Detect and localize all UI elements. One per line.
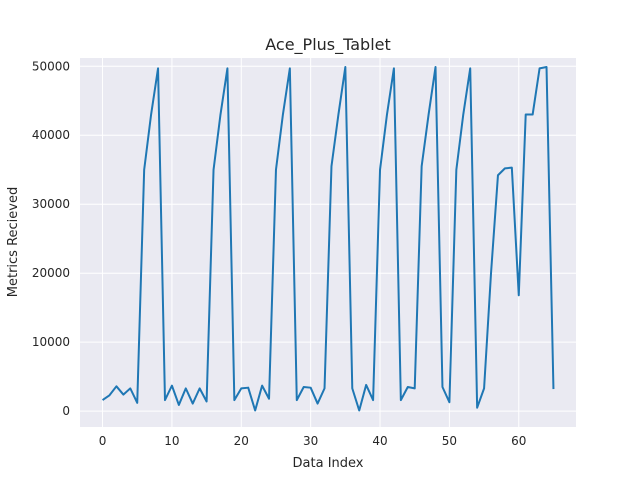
x-tick-labels: 0 10 20 30 40 50 60 bbox=[99, 434, 527, 448]
grid-lines bbox=[80, 58, 576, 427]
x-tick-label: 20 bbox=[234, 434, 249, 448]
y-tick-label: 0 bbox=[62, 404, 70, 418]
series-line bbox=[101, 65, 555, 412]
x-axis-label: Data Index bbox=[293, 456, 364, 471]
y-tick-labels: 0 10000 20000 30000 40000 50000 bbox=[32, 59, 70, 418]
y-axis-label: Metrics Recieved bbox=[6, 187, 21, 297]
x-tick-label: 10 bbox=[164, 434, 179, 448]
y-tick-label: 20000 bbox=[32, 266, 70, 280]
x-tick-label: 30 bbox=[303, 434, 318, 448]
x-tick-label: 0 bbox=[99, 434, 107, 448]
y-tick-label: 40000 bbox=[32, 128, 70, 142]
x-tick-label: 40 bbox=[372, 434, 387, 448]
y-tick-label: 10000 bbox=[32, 335, 70, 349]
y-tick-label: 30000 bbox=[32, 197, 70, 211]
y-tick-label: 50000 bbox=[32, 59, 70, 73]
x-tick-label: 60 bbox=[511, 434, 526, 448]
chart-title: Ace_Plus_Tablet bbox=[265, 35, 391, 55]
plot-area bbox=[80, 58, 576, 427]
x-tick-label: 50 bbox=[442, 434, 457, 448]
